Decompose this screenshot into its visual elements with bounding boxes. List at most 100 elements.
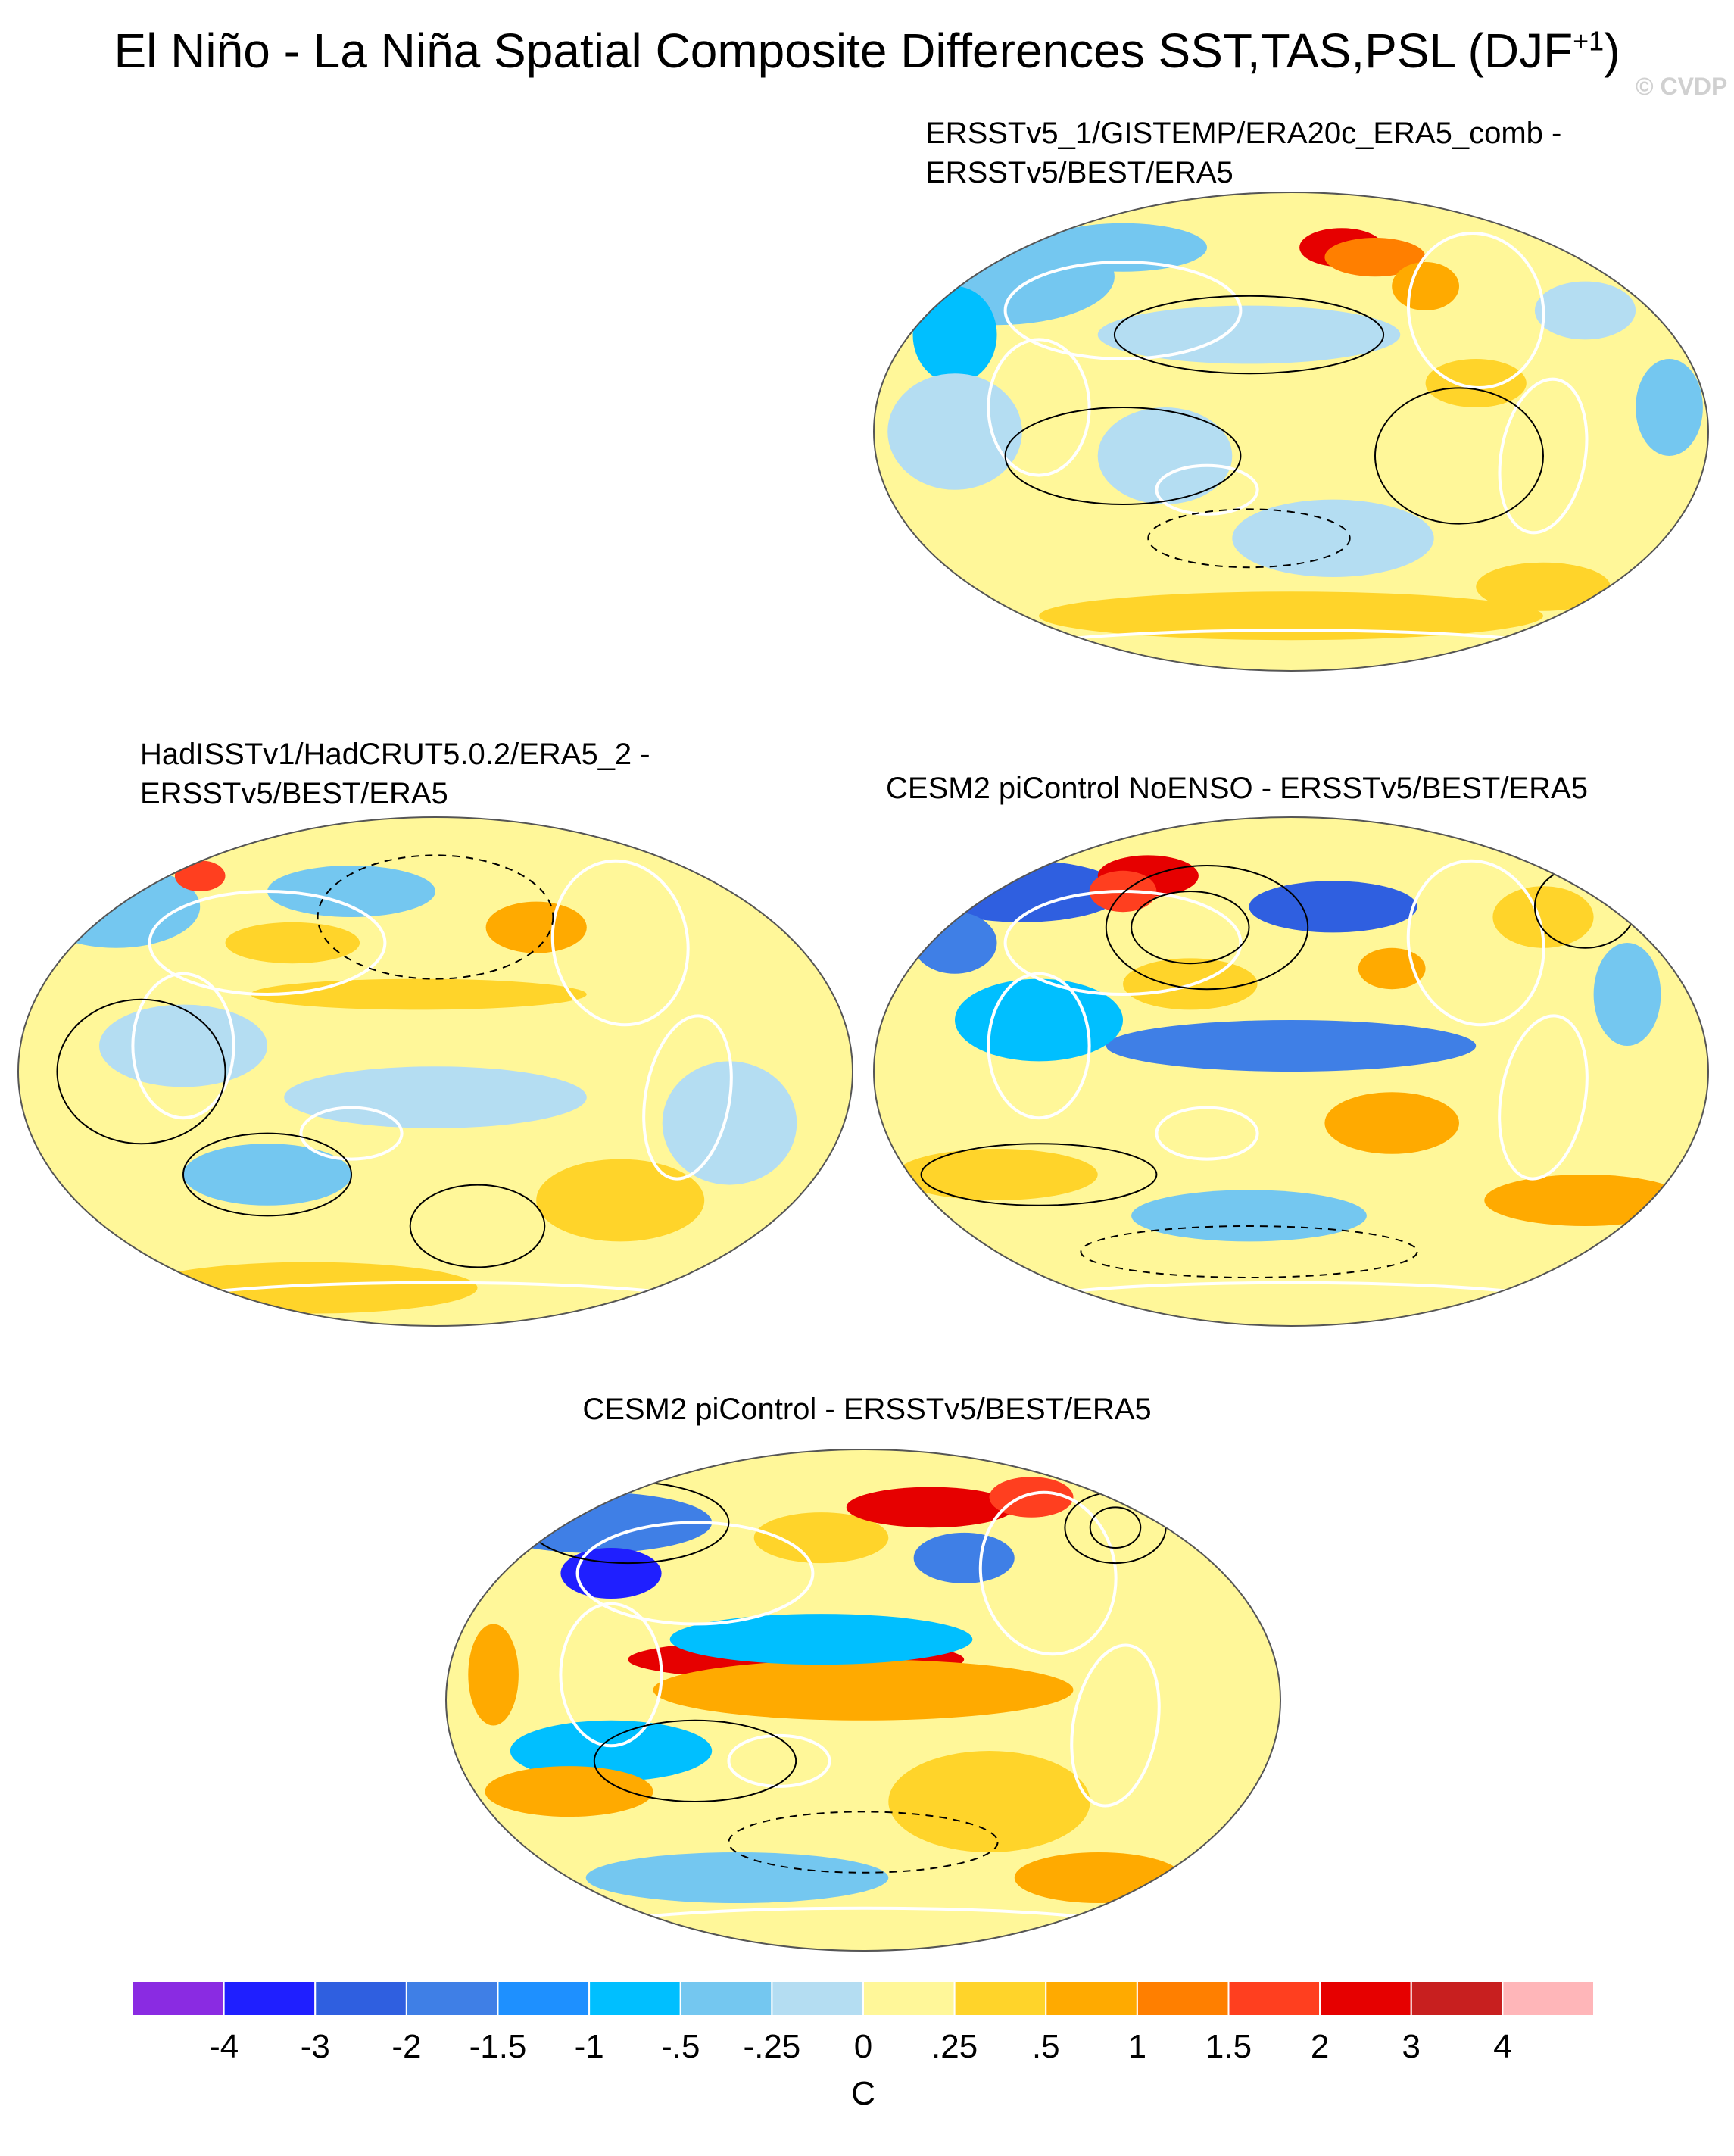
psl-contour: [1374, 387, 1544, 525]
psl-contour: [920, 1143, 1158, 1206]
panel-2-title-line1: HadISSTv1/HadCRUT5.0.2/ERA5_2 -: [140, 738, 650, 771]
panel-1-title-line1: ERSSTv5_1/GISTEMP/ERA20c_ERA5_comb -: [925, 117, 1562, 150]
colorbar-swatch: [771, 1981, 864, 2016]
psl-contour: [182, 1132, 352, 1217]
colorbar-swatch: [133, 1981, 225, 2016]
map-border: [445, 1449, 1281, 1952]
anomaly-patch: [989, 1477, 1074, 1518]
coastline: [1155, 463, 1259, 516]
colorbar-tick-label: 1: [1127, 2028, 1147, 2065]
panel-1-title: ERSSTv5_1/GISTEMP/ERA20c_ERA5_comb - ERS…: [925, 114, 1561, 192]
anomaly-patch: [669, 1614, 973, 1665]
anomaly-patch: [485, 901, 587, 953]
anomaly-patch: [1324, 1092, 1459, 1154]
anomaly-patch: [653, 1659, 1074, 1721]
coastline: [987, 972, 1091, 1120]
anomaly-patch: [1249, 881, 1417, 933]
anomaly-patch: [32, 866, 201, 948]
colorbar-swatch: [1136, 1981, 1230, 2016]
colorbar-tick-label: -3: [300, 2028, 330, 2065]
coastline: [642, 1014, 733, 1181]
colorbar-tick-label: 3: [1402, 2028, 1421, 2065]
colorbar-swatch: [953, 1981, 1047, 2016]
psl-contour: [1004, 407, 1242, 505]
coastline: [148, 890, 387, 996]
panel-2-map: [17, 816, 853, 1327]
coastline: [299, 1106, 404, 1161]
panel-1-title-line2: ERSSTv5/BEST/ERA5: [925, 156, 1233, 189]
coastline: [559, 1602, 663, 1748]
anomaly-patch: [887, 373, 1022, 490]
coastline: [131, 972, 235, 1120]
anomaly-patch: [1039, 591, 1543, 641]
colorbar-tick-label: -.5: [661, 2028, 700, 2065]
panel-3-title: CESM2 piControl NoENSO - ERSSTv5/BEST/ER…: [886, 769, 1588, 808]
map-border: [873, 192, 1709, 672]
map-border: [17, 816, 853, 1327]
anomaly-patch: [284, 1066, 587, 1128]
colorbar-tick-label: -1.5: [469, 2028, 527, 2065]
colorbar-swatch: [497, 1981, 591, 2016]
cvdp-credit: © CVDP: [1636, 73, 1728, 100]
colorbar-swatch: [1319, 1981, 1412, 2016]
psl-contour: [1080, 1225, 1418, 1278]
coastline: [1070, 1643, 1161, 1808]
anomaly-patch: [1232, 499, 1434, 577]
panel-2-title: HadISSTv1/HadCRUT5.0.2/ERA5_2 - ERSSTv5/…: [140, 735, 650, 813]
colorbar-swatch: [1045, 1981, 1138, 2016]
colorbar-tick-label: -1: [574, 2028, 604, 2065]
anomaly-patch: [536, 1159, 705, 1242]
panel-4-title-line1: CESM2 piControl - ERSSTv5/BEST/ERA5: [582, 1393, 1152, 1426]
colorbar-swatch: [588, 1981, 681, 2016]
psl-contour: [593, 1719, 797, 1802]
colorbar-tick-label: 4: [1493, 2028, 1512, 2065]
colorbar-swatch: [405, 1981, 499, 2016]
anomaly-patch: [1425, 359, 1527, 407]
colorbar-tick-label: .25: [931, 2028, 978, 2065]
panel-3-title-line1: CESM2 piControl NoENSO - ERSSTv5/BEST/ER…: [886, 772, 1588, 805]
coastline: [1406, 859, 1545, 1027]
colorbar-swatch: [314, 1981, 407, 2016]
panel-1-map: [873, 192, 1709, 672]
colorbar-swatch: [223, 1981, 317, 2016]
anomaly-patch: [1097, 407, 1233, 504]
anomaly-patch: [888, 1751, 1090, 1852]
colorbar-swatch: [862, 1981, 956, 2016]
anomaly-patch: [913, 1532, 1015, 1583]
colorbar-swatch: [679, 1981, 773, 2016]
colorbar-tick-label: 0: [853, 2028, 873, 2065]
coastline: [550, 859, 690, 1027]
anomaly-patch: [912, 286, 997, 383]
colorbar-units: C: [851, 2075, 875, 2112]
anomaly-patch: [1106, 1020, 1477, 1072]
colorbar-tick-label: 2: [1310, 2028, 1330, 2065]
anomaly-patch: [99, 1004, 267, 1087]
coastline: [1498, 377, 1589, 535]
coastline: [987, 338, 1091, 477]
psl-contour: [1147, 508, 1351, 569]
anomaly-patch: [1636, 359, 1703, 456]
colorbar-tick-label: -2: [391, 2028, 422, 2065]
psl-contour: [317, 854, 554, 980]
anomaly-patch: [510, 1720, 713, 1782]
anomaly-patch: [1039, 223, 1207, 272]
coastline: [575, 1521, 815, 1626]
anomaly-patch: [250, 978, 587, 1010]
anomaly-patch: [1593, 943, 1661, 1046]
colorbar-tick-label: .5: [1031, 2028, 1060, 2065]
anomaly-patch: [485, 1766, 653, 1817]
coastline: [1003, 261, 1243, 360]
anomaly-patch: [955, 978, 1123, 1062]
anomaly-patch: [183, 1144, 351, 1206]
anomaly-patch: [1534, 281, 1636, 340]
panel-4-title: CESM2 piControl - ERSSTv5/BEST/ERA5: [0, 1390, 1734, 1429]
psl-contour: [56, 998, 226, 1145]
coastline: [1498, 1014, 1589, 1181]
colorbar-swatch: [1410, 1981, 1504, 2016]
anomaly-patch: [141, 1262, 478, 1314]
figure-title: El Niño - La Niña Spatial Composite Diff…: [114, 23, 1620, 78]
anomaly-patch: [267, 866, 435, 917]
anomaly-patch: [1131, 1190, 1367, 1242]
anomaly-patch: [225, 922, 360, 964]
panel-4-map: [445, 1449, 1281, 1952]
